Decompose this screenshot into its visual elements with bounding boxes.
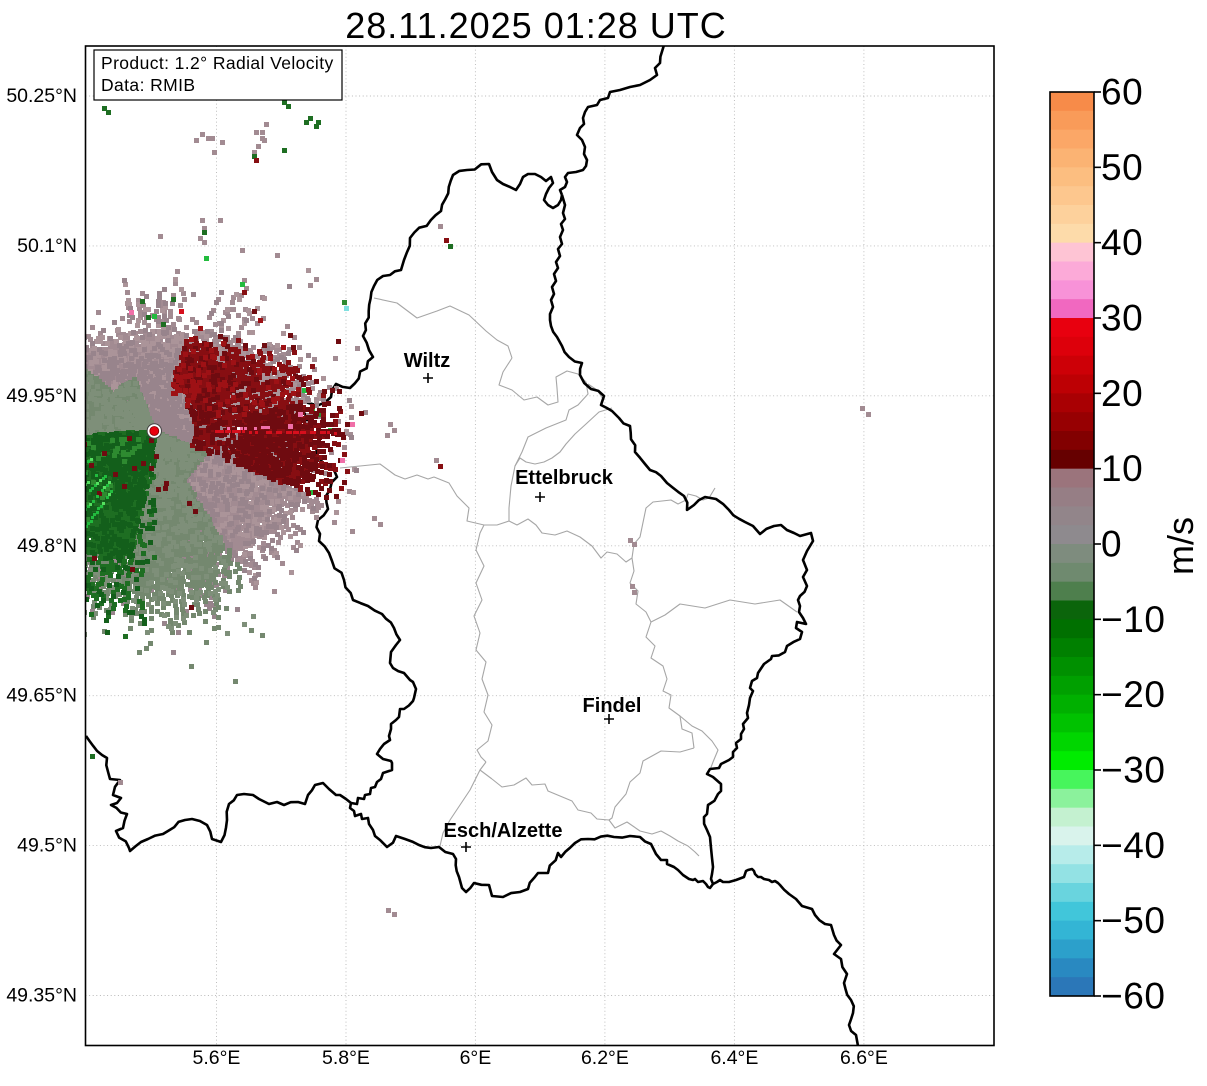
svg-text:49.35°N: 49.35°N: [6, 985, 77, 1007]
svg-text:−30: −30: [1101, 750, 1166, 791]
svg-text:40: 40: [1101, 222, 1143, 263]
svg-text:−40: −40: [1101, 825, 1166, 866]
svg-text:6.2°E: 6.2°E: [581, 1047, 629, 1069]
svg-text:Ettelbruck: Ettelbruck: [515, 467, 614, 489]
svg-text:m/s: m/s: [1160, 517, 1201, 575]
svg-text:6°E: 6°E: [460, 1047, 492, 1069]
svg-text:−20: −20: [1101, 674, 1166, 715]
svg-text:−50: −50: [1101, 900, 1166, 941]
svg-text:0: 0: [1101, 524, 1122, 565]
svg-text:5.6°E: 5.6°E: [193, 1047, 241, 1069]
svg-text:49.8°N: 49.8°N: [17, 535, 77, 557]
svg-text:49.95°N: 49.95°N: [6, 385, 77, 407]
svg-text:5.8°E: 5.8°E: [322, 1047, 370, 1069]
svg-text:Wiltz: Wiltz: [404, 350, 450, 372]
svg-text:49.65°N: 49.65°N: [6, 685, 77, 707]
svg-text:Data: RMIB: Data: RMIB: [101, 75, 195, 95]
svg-text:10: 10: [1101, 448, 1143, 489]
svg-text:49.5°N: 49.5°N: [17, 835, 77, 857]
svg-text:60: 60: [1101, 72, 1143, 113]
svg-text:30: 30: [1101, 298, 1143, 339]
svg-text:−10: −10: [1101, 599, 1166, 640]
svg-text:50: 50: [1101, 147, 1143, 188]
svg-text:6.6°E: 6.6°E: [840, 1047, 888, 1069]
svg-text:20: 20: [1101, 373, 1143, 414]
svg-text:50.1°N: 50.1°N: [17, 235, 77, 257]
svg-text:Product: 1.2° Radial Velocity: Product: 1.2° Radial Velocity: [101, 53, 334, 73]
svg-text:Esch/Alzette: Esch/Alzette: [444, 820, 563, 842]
svg-text:Findel: Findel: [583, 695, 642, 717]
svg-text:50.25°N: 50.25°N: [6, 85, 77, 107]
svg-text:−60: −60: [1101, 976, 1166, 1017]
svg-text:28.11.2025 01:28 UTC: 28.11.2025 01:28 UTC: [345, 5, 727, 46]
svg-text:6.4°E: 6.4°E: [710, 1047, 758, 1069]
